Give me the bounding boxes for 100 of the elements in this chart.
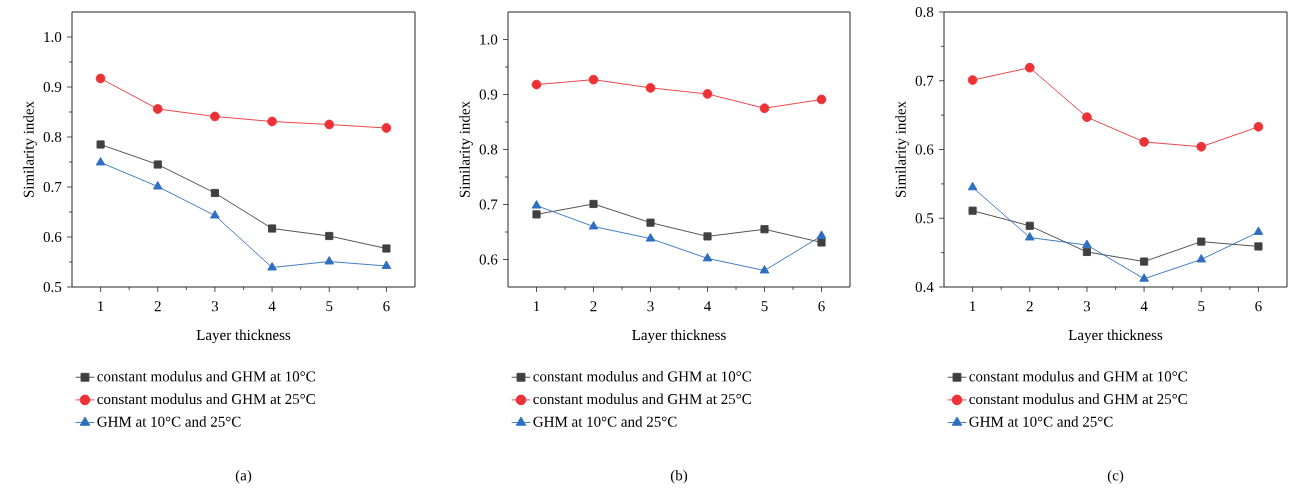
y-tick-label: 0.5 [43,281,62,293]
point [152,181,163,190]
point [1082,112,1092,123]
y-tick-label: 0.7 [479,199,498,210]
y-tick-label: 0.5 [915,213,934,224]
y-tick-label: 0.8 [915,6,934,18]
point [1254,242,1263,251]
x-tick-label: 3 [211,301,219,312]
x-tick-label: 6 [383,301,390,312]
y-tick-label: 1.0 [44,31,62,43]
text: (c) [1107,469,1124,484]
x-tick-label: 1 [534,301,540,312]
point [1082,239,1092,249]
y-tick-label: 0.6 [43,231,62,243]
point [1139,137,1149,147]
y-axis-title: Similarity index [23,101,37,198]
legend-label: constant modulus and GHM at 10°C [533,370,751,382]
point [967,75,978,85]
legend-label: constant modulus and GHM at 25°C [969,393,1187,405]
point [1082,247,1091,256]
point [95,73,106,84]
point [381,123,392,133]
x-tick-label: 5 [1198,301,1205,312]
point [531,79,542,90]
point [759,103,770,114]
legend-label: GHM at 10°C and 25°C [97,416,241,427]
x-tick-label: 1 [98,301,104,312]
x-tick-label: 2 [1026,301,1033,312]
point [267,262,277,271]
legend-label: GHM at 10°C and 25°C [533,416,677,427]
point [210,111,220,122]
point [645,233,656,242]
x-tick-label: 5 [326,301,333,312]
y-tick-label: 0.6 [915,144,934,155]
point [1024,232,1035,241]
point [816,94,827,105]
x-tick-label: 4 [1140,301,1148,312]
point [1140,257,1149,266]
x-axis-title: Layer thickness [196,329,291,344]
y-tick-label: 0.7 [43,181,62,193]
point [210,210,220,219]
legend-label: GHM at 10°C and 25°C [969,416,1113,427]
point [702,252,713,262]
point [1253,226,1264,235]
x-tick-label: 2 [154,301,161,312]
point [1196,254,1207,263]
y-axis-title: Similarity index [459,101,473,198]
y-tick-label: 0.9 [479,89,498,100]
point [95,157,106,166]
x-tick-label: 4 [268,301,276,312]
point [381,260,392,269]
point [96,140,105,149]
point [588,221,599,230]
y-tick-label: 0.8 [43,131,62,143]
point [645,83,656,93]
point [702,89,713,99]
point [324,119,335,130]
point [646,218,655,227]
y-tick-label: 0.7 [915,75,934,86]
point [1196,141,1207,152]
point [268,224,277,233]
x-axis-title: Layer thickness [1068,329,1163,344]
x-tick-label: 3 [1083,301,1091,312]
y-tick-label: 0.8 [479,144,498,155]
x-tick-label: 1 [970,301,976,312]
x-tick-label: 4 [704,301,712,312]
y-tick-label: 0.4 [915,281,934,293]
point [531,200,542,209]
point [210,188,219,198]
point [1253,121,1264,132]
text: (a) [235,469,252,484]
point [968,206,977,215]
point [532,210,541,219]
point [1139,273,1149,282]
point [267,116,277,127]
legend-label: constant modulus and GHM at 10°C [969,370,1187,382]
x-tick-label: 3 [647,301,654,312]
point [1197,237,1206,246]
point [324,256,335,265]
point [703,232,712,241]
point [967,181,978,191]
point [325,231,334,241]
point [759,265,770,274]
x-tick-label: 6 [818,301,825,312]
x-tick-label: 6 [1255,301,1262,312]
y-tick-label: 0.6 [479,254,498,265]
legend-label: constant modulus and GHM at 25°C [533,393,751,405]
point [153,160,162,169]
point [1024,62,1035,73]
y-tick-label: 0.9 [43,81,62,93]
y-tick-label: 1.0 [480,34,498,45]
x-tick-label: 2 [590,301,597,312]
point [816,230,827,239]
point [588,74,599,85]
y-axis-title: Similarity index [895,101,909,198]
text: (b) [670,469,688,484]
point [817,238,826,247]
point [1025,221,1034,230]
point [760,225,769,234]
point [589,199,598,208]
